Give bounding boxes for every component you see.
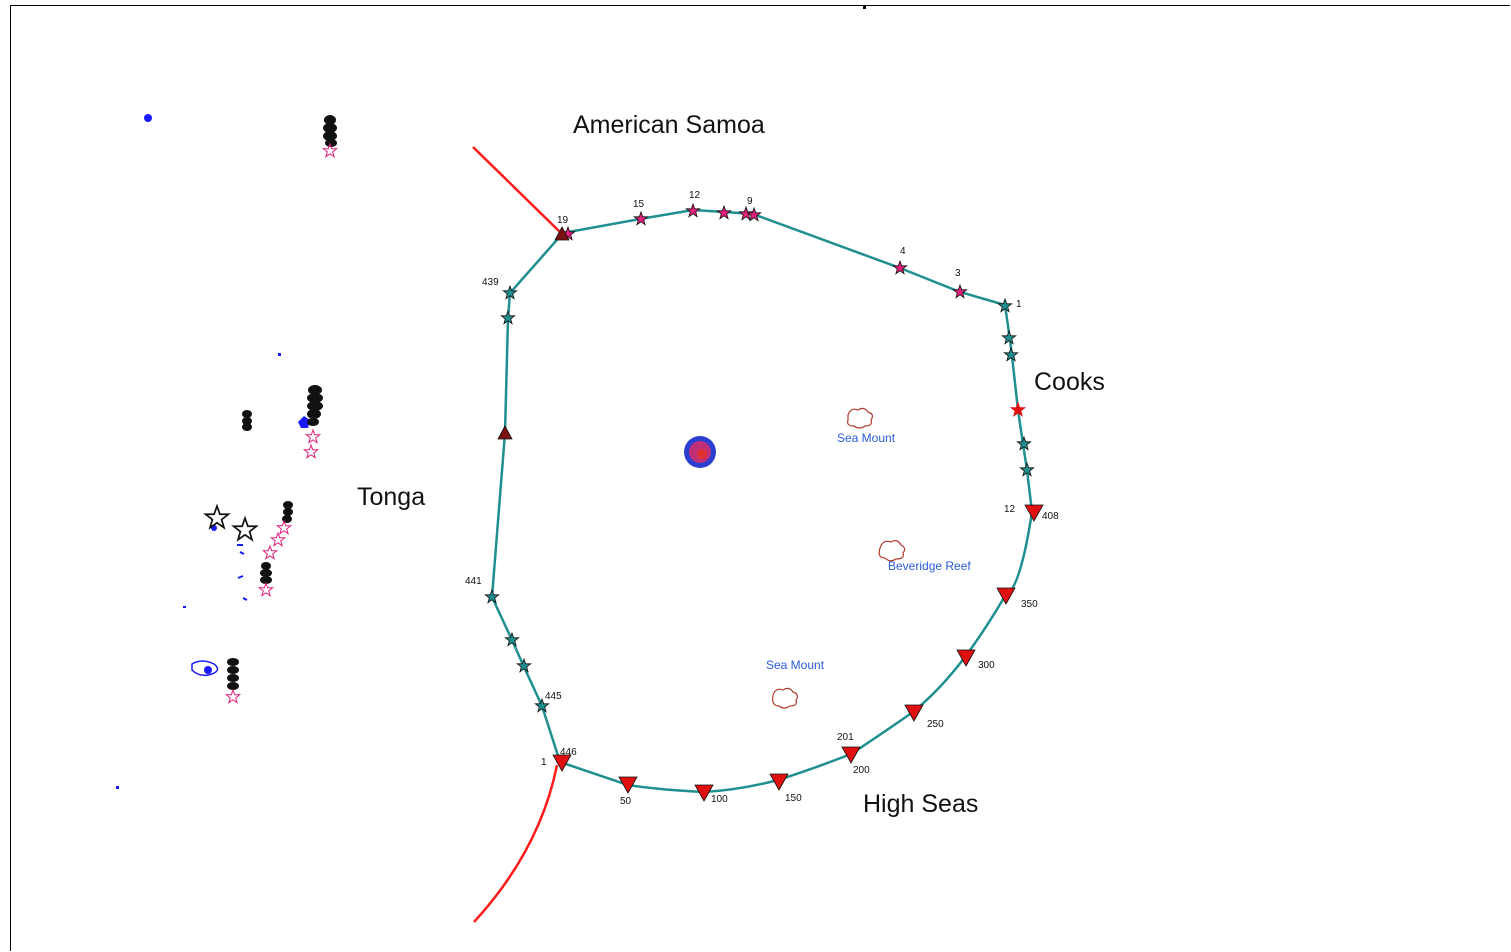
point-number-labels: 19 15 12 9 4 3 1 439 441 445 446 1 12 40… xyxy=(465,190,1059,807)
tonga-islands xyxy=(116,114,338,789)
boundary-polygon xyxy=(490,208,1034,794)
eez-line-south xyxy=(473,764,559,923)
point-label: 441 xyxy=(465,576,482,587)
point-label: 12 xyxy=(1004,504,1016,515)
point-label: 19 xyxy=(557,215,569,226)
center-island xyxy=(684,436,716,468)
point-label: 150 xyxy=(785,793,802,804)
point-label: 50 xyxy=(620,796,632,807)
region-label-tonga: Tonga xyxy=(357,483,425,511)
feature-label-sea-mount-south: Sea Mount xyxy=(766,658,825,672)
point-label: 9 xyxy=(747,196,753,207)
region-label-cooks: Cooks xyxy=(1034,368,1105,396)
point-label: 100 xyxy=(711,794,728,805)
feature-label-beveridge-reef: Beveridge Reef xyxy=(888,559,971,573)
reef-outlines xyxy=(772,407,906,709)
point-label: 201 xyxy=(837,732,854,743)
point-label: 12 xyxy=(689,190,701,201)
point-label: 446 xyxy=(560,747,577,758)
point-label: 300 xyxy=(978,660,995,671)
top-mark xyxy=(863,6,866,9)
point-label: 408 xyxy=(1042,511,1059,522)
point-label: 350 xyxy=(1021,599,1038,610)
point-label: 445 xyxy=(545,691,562,702)
point-label: 200 xyxy=(853,765,870,776)
point-label: 3 xyxy=(955,268,961,279)
point-label: 1 xyxy=(1016,299,1022,310)
point-label: 15 xyxy=(633,199,645,210)
point-label: 4 xyxy=(900,246,906,257)
boundary-teal-stars xyxy=(484,285,1035,713)
point-label: 439 xyxy=(482,277,499,288)
feature-label-sea-mount-north: Sea Mount xyxy=(837,431,896,445)
point-label: 250 xyxy=(927,719,944,730)
region-label-american-samoa: American Samoa xyxy=(573,111,765,139)
red-triangle-markers xyxy=(552,504,1044,802)
map-frame xyxy=(10,5,1510,951)
region-label-high-seas: High Seas xyxy=(863,790,978,818)
point-label: 1 xyxy=(541,757,547,768)
eez-line-north xyxy=(472,146,561,233)
